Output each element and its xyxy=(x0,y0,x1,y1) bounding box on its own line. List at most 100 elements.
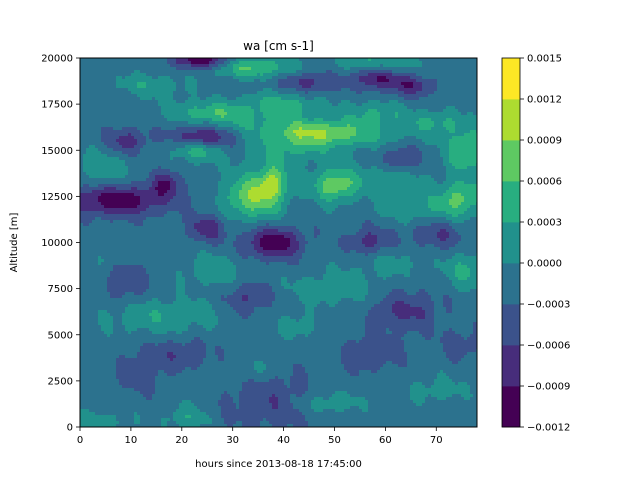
contour-cell xyxy=(224,97,228,101)
contour-cell xyxy=(359,94,363,98)
contour-cell xyxy=(311,97,315,101)
contour-cell xyxy=(359,82,363,86)
contour-cell xyxy=(260,70,264,74)
contour-cell xyxy=(110,100,114,104)
contour-cell xyxy=(95,67,99,71)
contour-cell xyxy=(152,82,156,86)
contour-cell xyxy=(95,97,99,101)
contour-cell xyxy=(293,94,297,98)
contour-cell xyxy=(119,79,123,83)
contour-cell xyxy=(308,64,312,68)
contour-cell xyxy=(251,67,255,71)
contour-cell xyxy=(251,82,255,86)
contour-cell xyxy=(212,82,216,86)
contour-cell xyxy=(290,100,294,104)
contour-cell xyxy=(125,91,129,95)
contour-cell xyxy=(404,91,408,95)
contour-cell xyxy=(167,85,171,89)
contour-cell xyxy=(293,73,297,77)
contour-cell xyxy=(368,64,372,68)
contour-cell xyxy=(152,85,156,89)
contour-cell xyxy=(227,82,231,86)
contour-cell xyxy=(227,91,231,95)
contour-cell xyxy=(182,97,186,101)
contour-cell xyxy=(248,82,252,86)
contour-cell xyxy=(155,67,159,71)
contour-cell xyxy=(113,64,117,68)
contour-cell xyxy=(410,67,414,71)
contour-cell xyxy=(425,94,429,98)
contour-cell xyxy=(398,73,402,77)
contour-cell xyxy=(98,76,102,80)
contour-cell xyxy=(80,85,84,89)
contour-cell xyxy=(89,97,93,101)
contour-cell xyxy=(278,85,282,89)
contour-cell xyxy=(377,67,381,71)
contour-cell xyxy=(170,91,174,95)
contour-cell xyxy=(473,94,477,98)
contour-cell xyxy=(197,70,201,74)
contour-cell xyxy=(269,79,273,83)
contour-cell xyxy=(401,64,405,68)
contour-cell xyxy=(107,58,111,62)
contour-cell xyxy=(218,88,222,92)
contour-cell xyxy=(461,100,465,104)
contour-cell xyxy=(299,61,303,65)
contour-cell xyxy=(365,82,369,86)
contour-cell xyxy=(335,61,339,65)
contour-cell xyxy=(368,94,372,98)
contour-cell xyxy=(152,61,156,65)
contour-cell xyxy=(197,64,201,68)
contour-cell xyxy=(422,82,426,86)
contour-cell xyxy=(197,79,201,83)
contour-cell xyxy=(248,88,252,92)
contour-cell xyxy=(296,70,300,74)
contour-cell xyxy=(239,85,243,89)
contour-cell xyxy=(83,85,87,89)
contour-cell xyxy=(302,67,306,71)
contour-cell xyxy=(296,94,300,98)
contour-cell xyxy=(197,94,201,98)
contour-cell xyxy=(221,82,225,86)
contour-cell xyxy=(221,76,225,80)
contour-cell xyxy=(284,100,288,104)
contour-cell xyxy=(407,82,411,86)
contour-cell xyxy=(470,73,474,77)
contour-cell xyxy=(347,100,351,104)
contour-cell xyxy=(119,58,123,62)
contour-cell xyxy=(344,85,348,89)
contour-cell xyxy=(425,58,429,62)
contour-cell xyxy=(437,73,441,77)
contour-cell xyxy=(452,79,456,83)
contour-cell xyxy=(239,82,243,86)
contour-cell xyxy=(146,67,150,71)
contour-cell xyxy=(386,82,390,86)
contour-cell xyxy=(467,88,471,92)
contour-cell xyxy=(398,64,402,68)
contour-cell xyxy=(458,85,462,89)
contour-cell xyxy=(155,76,159,80)
contour-cell xyxy=(467,94,471,98)
contour-cell xyxy=(419,100,423,104)
contour-cell xyxy=(188,79,192,83)
contour-cell xyxy=(260,100,264,104)
contour-cell xyxy=(377,94,381,98)
contour-cell xyxy=(101,67,105,71)
contour-cell xyxy=(179,79,183,83)
contour-cell xyxy=(446,73,450,77)
contour-cell xyxy=(332,97,336,101)
contour-cell xyxy=(380,82,384,86)
contour-cell xyxy=(149,82,153,86)
contour-cell xyxy=(152,67,156,71)
contour-cell xyxy=(128,85,132,89)
contour-cell xyxy=(311,85,315,89)
contour-cell xyxy=(278,100,282,104)
contour-cell xyxy=(266,85,270,89)
contour-cell xyxy=(116,94,120,98)
contour-cell xyxy=(440,82,444,86)
contour-cell xyxy=(272,82,276,86)
contour-cell xyxy=(305,58,309,62)
contour-cell xyxy=(386,97,390,101)
contour-cell xyxy=(110,85,114,89)
contour-cell xyxy=(170,103,174,107)
